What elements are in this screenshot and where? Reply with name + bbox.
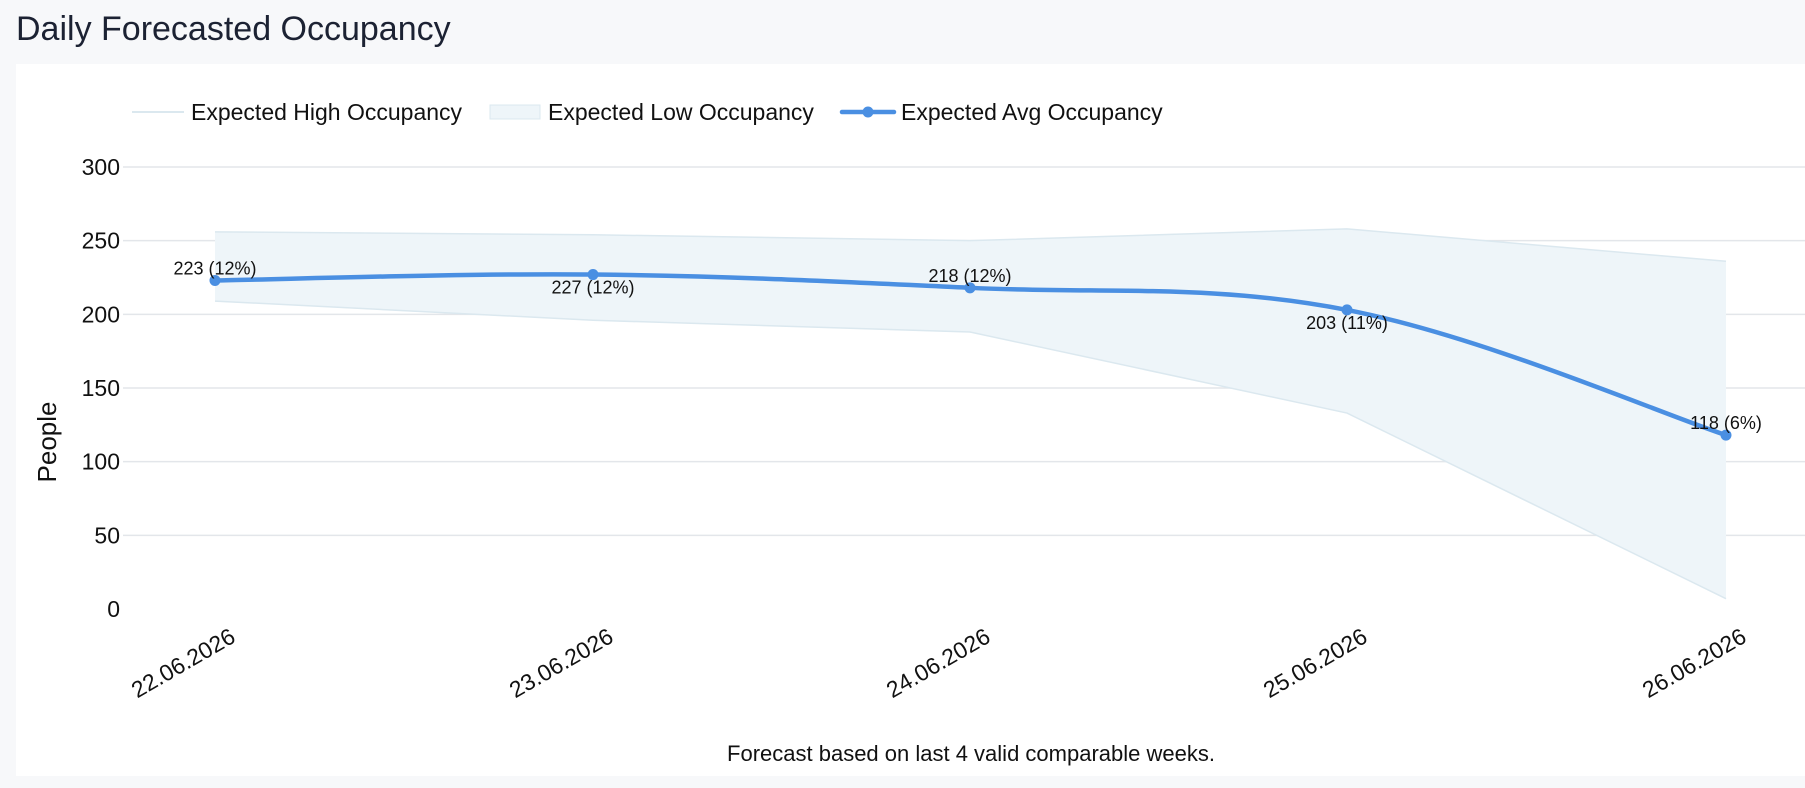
x-tick-label: 23.06.2026: [505, 623, 618, 703]
data-label: 223 (12%): [173, 258, 256, 278]
avg-occupancy-point: [209, 274, 221, 286]
data-label: 218 (12%): [928, 266, 1011, 286]
avg-occupancy-point: [1341, 304, 1353, 316]
y-axis-title: People: [32, 402, 62, 483]
data-label-layer: 223 (12%) 227 (12%) 218 (12%) 203 (11%) 118 …: [173, 258, 1761, 433]
legend-high-label: Expected High Occupancy: [191, 99, 463, 125]
page-title: Daily Forecasted Occupancy: [16, 10, 451, 48]
x-tick-label: 22.06.2026: [127, 623, 240, 703]
data-label: 203 (11%): [1306, 313, 1388, 333]
data-label: 227 (12%): [551, 278, 634, 298]
x-tick-label: 25.06.2026: [1259, 623, 1372, 703]
high-occupancy-line: [214, 228, 1727, 263]
low-occupancy-line: [214, 300, 1727, 600]
line-layer: [209, 269, 1732, 441]
y-tick-label: 200: [82, 301, 120, 327]
legend-avg-label: Expected Avg Occupancy: [901, 99, 1163, 125]
y-tick-label: 0: [107, 596, 120, 622]
x-tick-label: 24.06.2026: [882, 623, 995, 703]
y-tick-label: 50: [94, 522, 120, 548]
y-tick-label: 250: [82, 228, 120, 254]
band-layer: [214, 228, 1727, 600]
avg-occupancy-point: [1720, 429, 1732, 441]
avg-occupancy-point: [964, 282, 976, 294]
footnote: Forecast based on last 4 valid comparabl…: [727, 741, 1215, 766]
legend: Expected High Occupancy Expected Low Occu…: [132, 99, 1163, 125]
data-label: 118 (6%): [1690, 413, 1762, 433]
chart-panel: 0 50 100 150 200 250 300 22.06.2026 23.06.2026 24…: [16, 64, 1805, 776]
occupancy-range-band: [215, 228, 1726, 599]
legend-avg-marker: [862, 106, 874, 118]
avg-occupancy-point: [587, 269, 599, 281]
legend-low-swatch: [489, 104, 541, 120]
y-tick-label: 150: [82, 375, 120, 401]
legend-low-label: Expected Low Occupancy: [548, 99, 814, 125]
x-tick-label: 26.06.2026: [1638, 623, 1751, 703]
y-tick-label: 300: [82, 154, 120, 180]
y-tick-label: 100: [82, 449, 120, 475]
occupancy-chart: 0 50 100 150 200 250 300 22.06.2026 23.06.2026 24…: [32, 99, 1805, 766]
